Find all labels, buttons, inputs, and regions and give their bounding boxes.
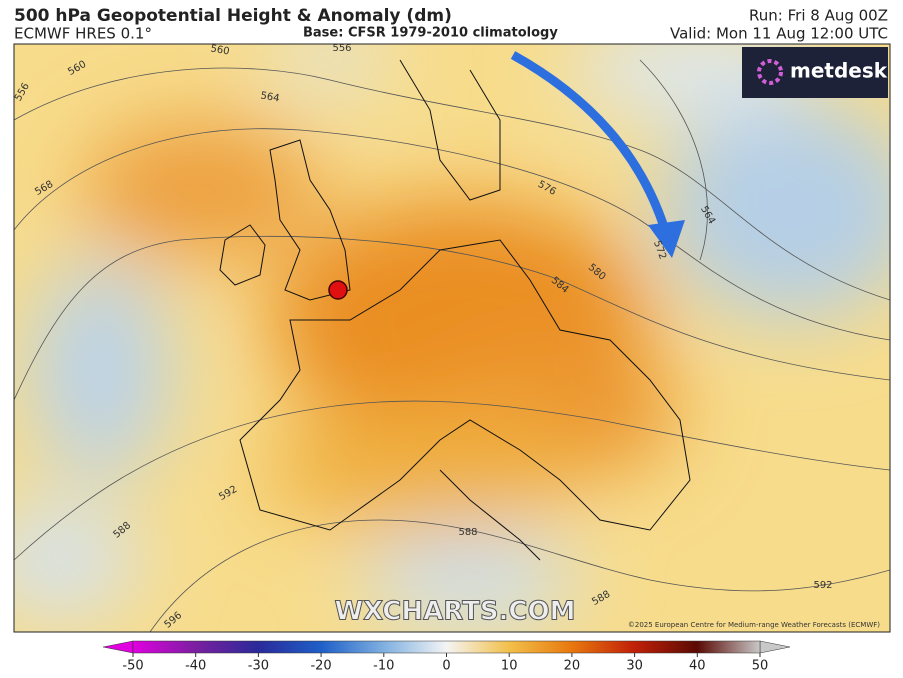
contours xyxy=(14,59,890,632)
copyright: ©2025 European Centre for Medium-range W… xyxy=(628,621,880,629)
colorbar-tick-label: -30 xyxy=(248,659,269,674)
colorbar-end xyxy=(759,640,791,654)
base: Base: CFSR 1979-2010 climatology xyxy=(303,26,558,41)
contour-label: 592 xyxy=(813,580,832,591)
colorbar-tick-label: -40 xyxy=(185,659,206,674)
anomaly-field xyxy=(14,44,890,630)
colorbar-tick-label: 40 xyxy=(689,659,706,674)
colorbar-bar xyxy=(132,640,761,654)
colorbar-tick-label: -10 xyxy=(373,659,394,674)
arrow xyxy=(510,51,670,232)
title: 500 hPa Geopotential Height & Anomaly (d… xyxy=(14,6,452,26)
map-frame xyxy=(13,43,891,633)
colorbar-tick-label: 0 xyxy=(442,659,450,674)
colorbar-tick-label: 10 xyxy=(501,659,518,674)
arrow-head xyxy=(648,220,685,258)
colorbar: -50 -40 -30 -20 -10 0 10 20 30 40 50 xyxy=(102,640,791,674)
colorbar-tick-label: 20 xyxy=(564,659,581,674)
run: Run: Fri 8 Aug 00Z xyxy=(749,7,888,25)
logo-box xyxy=(742,47,888,98)
colorbar-end xyxy=(102,640,134,654)
colorbar-tick-label: 50 xyxy=(752,659,769,674)
colorbar-tick-label: -50 xyxy=(122,659,143,674)
subtitle: ECMWF HRES 0.1° xyxy=(14,25,152,43)
contour-label: 588 xyxy=(458,527,477,538)
contour-label: 556 xyxy=(332,43,351,54)
location-marker xyxy=(328,280,348,300)
logo: metdesk xyxy=(790,59,888,83)
colorbar-tick-label: -20 xyxy=(310,659,331,674)
colorbar-tick-label: 30 xyxy=(626,659,643,674)
contour-label: 564 xyxy=(260,90,281,104)
watermark: WXCHARTS.COM xyxy=(334,597,575,627)
logo-icon xyxy=(757,59,783,85)
contour-label: 560 xyxy=(210,43,231,57)
valid: Valid: Mon 11 Aug 12:00 UTC xyxy=(670,25,888,43)
